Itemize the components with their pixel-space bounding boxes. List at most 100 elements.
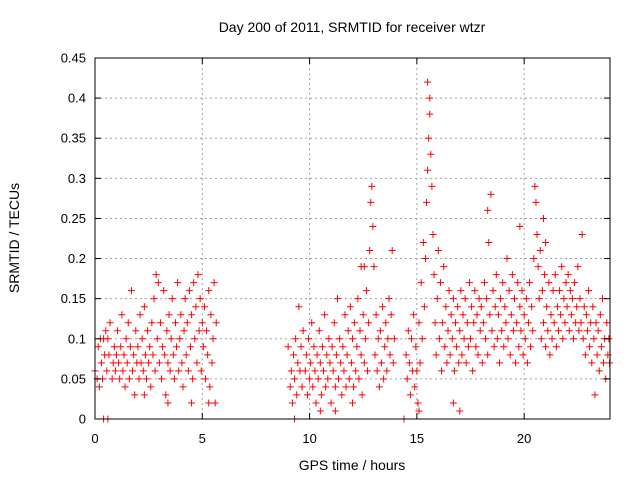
data-point xyxy=(198,319,206,327)
data-point xyxy=(472,343,480,351)
data-point xyxy=(288,399,296,407)
data-point xyxy=(532,198,540,206)
data-point xyxy=(557,311,565,319)
data-point xyxy=(192,303,200,311)
data-point xyxy=(303,391,311,399)
data-point xyxy=(155,359,163,367)
data-point xyxy=(516,222,524,230)
data-point xyxy=(197,367,205,375)
data-point xyxy=(338,391,346,399)
x-tick-label: 0 xyxy=(91,431,98,446)
data-point xyxy=(351,319,359,327)
data-point xyxy=(190,279,198,287)
data-point xyxy=(505,287,513,295)
data-point xyxy=(470,319,478,327)
data-point xyxy=(374,335,382,343)
data-point xyxy=(370,263,378,271)
data-point xyxy=(427,150,435,158)
data-point xyxy=(209,335,217,343)
data-point xyxy=(509,327,517,335)
data-point xyxy=(110,343,118,351)
data-point xyxy=(489,287,497,295)
data-point xyxy=(159,343,167,351)
data-point xyxy=(114,327,122,335)
y-tick-label: 0 xyxy=(79,412,86,427)
data-point xyxy=(125,375,133,383)
data-point xyxy=(208,359,216,367)
data-point xyxy=(328,343,336,351)
data-point xyxy=(484,206,492,214)
data-point xyxy=(289,351,297,359)
data-point xyxy=(310,343,318,351)
data-point xyxy=(414,399,422,407)
data-point xyxy=(575,327,583,335)
data-point xyxy=(173,343,181,351)
data-point xyxy=(495,359,503,367)
data-point xyxy=(452,319,459,327)
data-point xyxy=(546,351,554,359)
data-point xyxy=(512,359,520,367)
data-point xyxy=(415,407,423,415)
data-point xyxy=(551,271,559,279)
data-point xyxy=(353,343,361,351)
data-point xyxy=(167,335,175,343)
data-point xyxy=(447,311,455,319)
data-point xyxy=(342,383,350,391)
data-point xyxy=(482,335,490,343)
data-point xyxy=(543,303,551,311)
data-point xyxy=(419,239,427,247)
data-point xyxy=(542,239,550,247)
data-point xyxy=(539,214,547,222)
data-point xyxy=(592,319,600,327)
y-tick-label: 0.05 xyxy=(61,371,86,386)
data-point xyxy=(149,351,157,359)
data-point xyxy=(163,327,171,335)
data-point xyxy=(513,319,521,327)
data-point xyxy=(165,311,173,319)
data-point xyxy=(442,303,450,311)
plot-frame xyxy=(94,57,611,420)
data-point xyxy=(460,335,468,343)
data-point xyxy=(480,279,488,287)
data-point xyxy=(211,399,219,407)
data-point xyxy=(189,375,197,383)
data-point xyxy=(352,367,360,375)
data-point xyxy=(465,279,473,287)
data-point xyxy=(164,359,172,367)
data-point xyxy=(518,287,526,295)
data-point xyxy=(537,335,545,343)
data-point xyxy=(431,319,439,327)
data-point xyxy=(529,327,537,335)
data-point xyxy=(568,295,576,303)
data-point xyxy=(500,343,508,351)
data-point xyxy=(526,279,534,287)
data-point xyxy=(456,327,464,335)
data-point xyxy=(562,279,570,287)
data-point xyxy=(497,295,505,303)
data-point xyxy=(449,399,457,407)
data-point xyxy=(412,343,420,351)
data-point xyxy=(148,319,156,327)
data-point xyxy=(485,239,493,247)
data-point xyxy=(368,182,376,190)
data-point xyxy=(372,311,380,319)
data-point xyxy=(439,319,447,327)
data-point xyxy=(464,343,472,351)
data-point xyxy=(317,391,325,399)
y-axis-label: SRMTID / TECUs xyxy=(6,183,22,293)
data-point xyxy=(533,230,541,238)
data-point xyxy=(405,359,413,367)
data-point xyxy=(188,311,196,319)
data-point xyxy=(180,327,188,335)
data-point xyxy=(336,335,344,343)
data-point xyxy=(286,383,294,391)
data-point xyxy=(507,311,515,319)
data-point xyxy=(544,327,552,335)
data-point xyxy=(330,319,338,327)
y-tick-label: 0.1 xyxy=(68,331,86,346)
data-point xyxy=(517,327,525,335)
data-point xyxy=(196,295,204,303)
data-point xyxy=(455,359,463,367)
data-point xyxy=(152,271,160,279)
